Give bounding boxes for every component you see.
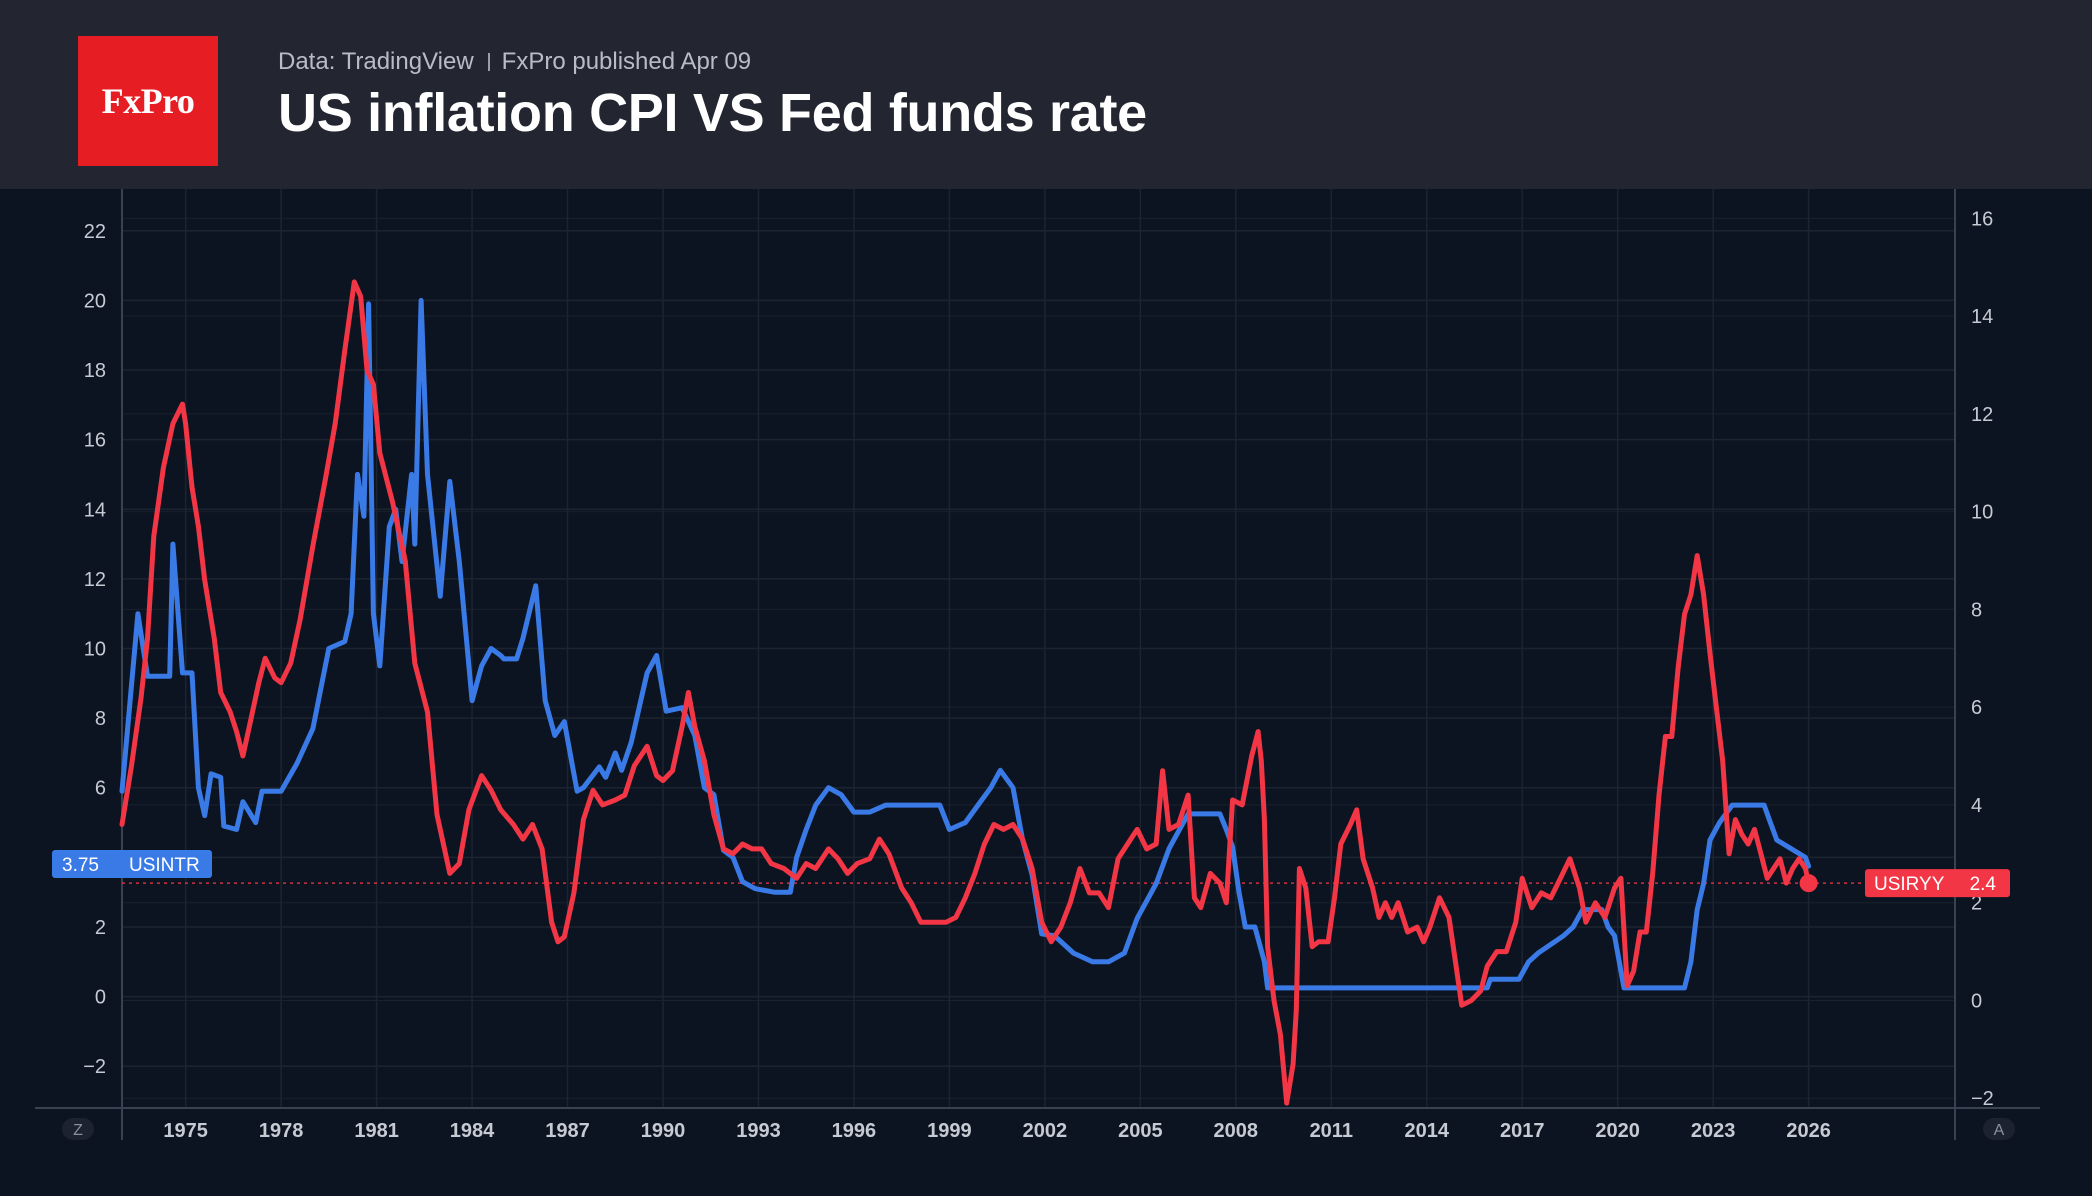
separator [487,53,490,71]
usiryy-label: USIRYY 2.4 [1865,869,2010,898]
x-tick-label: 2002 [1023,1120,1068,1142]
right-tick-label: 4 [1971,795,1982,817]
corner-a-bg [1983,1118,2015,1140]
right-tick-label: 14 [1971,306,1993,328]
corner-a-label: A [1994,1122,2005,1139]
left-tick-label: 6 [95,778,106,800]
right-tick-label: 16 [1971,208,1993,230]
series-line-usiryy [119,279,1812,1106]
right-tick-label: 6 [1971,697,1982,719]
right-tick-label: 12 [1971,404,1993,426]
left-tick-label: 0 [95,987,106,1009]
right-tick-label: 2 [1971,893,1982,915]
data-source: Data: TradingView [278,48,474,75]
usiryy-label-bg [1865,869,2010,898]
corner-a[interactable]: A [1983,1118,2015,1140]
corner-z[interactable]: Z [62,1118,94,1140]
left-tick-label: 20 [84,290,106,312]
x-axis-ticks: 1975 1978 1981 1984 1987 1990 1993 1996 1999 2002… [163,1120,1830,1142]
x-tick-label: 2026 [1786,1120,1831,1142]
last-value-labels: 3.75 USINTR USIRYY 2.4 [52,850,2010,898]
x-tick-label: 1975 [163,1120,208,1142]
x-tick-label: 2020 [1595,1120,1640,1142]
x-tick-label: 1996 [832,1120,877,1142]
x-tick-label: 2023 [1691,1120,1736,1142]
left-tick-label: 14 [84,499,106,521]
left-tick-label: 10 [84,639,106,661]
published-date: FxPro published Apr 09 [501,48,752,75]
right-tick-label: 0 [1971,990,1982,1012]
right-axis-ticks: 16 14 12 10 8 6 4 2 0 −2 [1971,208,1994,1110]
left-axis-ticks: 2220181614121086420−2 [83,221,106,1078]
right-tick-label: −2 [1971,1088,1994,1110]
x-tick-label: 2008 [1214,1120,1259,1142]
left-tick-label: 22 [84,221,106,243]
corner-z-bg [62,1118,94,1140]
axes [35,189,2040,1140]
usiryy-last-point [1799,874,1818,893]
left-tick-label: 8 [95,708,106,730]
left-tick-label: 18 [84,360,106,382]
usintr-label: 3.75 USINTR [52,850,212,878]
x-tick-label: 1999 [927,1120,972,1142]
left-tick-label: 16 [84,430,106,452]
x-tick-label: 2011 [1310,1120,1353,1142]
logo-text: FxPro [101,81,195,121]
right-tick-label: 8 [1971,599,1982,621]
x-tick-label: 1981 [354,1120,399,1142]
x-tick-label: 2017 [1500,1120,1545,1142]
series-layer [119,279,1818,1106]
left-tick-label: 12 [84,569,106,591]
source-line: Data: TradingView FxPro published Apr 09 [278,48,751,76]
x-tick-label: 2014 [1404,1120,1449,1142]
usiryy-last-value: 2.4 [1970,874,1997,895]
usintr-label-bg [52,850,212,878]
page-title: US inflation CPI VS Fed funds rate [278,83,1147,143]
header: FxPro Data: TradingView FxPro published … [0,0,2092,189]
usintr-series-name: USINTR [129,855,200,876]
left-tick-label: −2 [83,1056,106,1078]
corner-z-label: Z [73,1122,83,1139]
usintr-last-value: 3.75 [62,855,99,876]
series-line-usintr [119,297,1812,991]
x-tick-label: 1987 [545,1120,590,1142]
fxpro-logo: FxPro [78,36,218,166]
x-tick-label: 1993 [736,1120,781,1142]
usiryy-series-name: USIRYY [1874,874,1945,895]
x-tick-label: 1978 [259,1120,304,1142]
left-tick-label: 2 [95,917,106,939]
x-tick-label: 2005 [1118,1120,1163,1142]
right-tick-label: 10 [1971,502,1993,524]
x-tick-label: 1990 [641,1120,686,1142]
x-tick-label: 1984 [450,1120,495,1142]
